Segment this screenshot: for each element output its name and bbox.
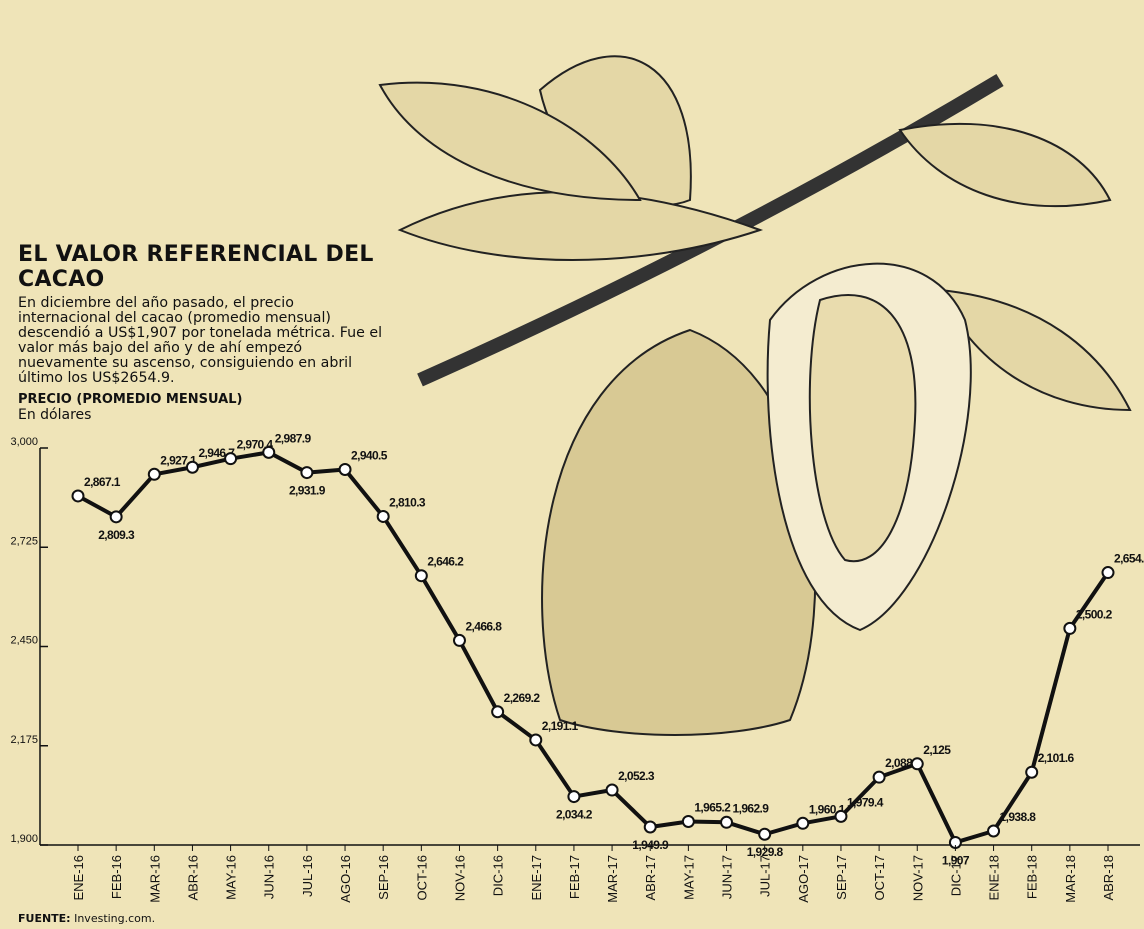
value-label: 2,191.1 xyxy=(542,719,579,733)
data-point xyxy=(149,469,160,480)
x-tick-label: DIC-17 xyxy=(948,855,963,896)
x-tick-label: JUL-16 xyxy=(300,855,315,897)
x-tick-label: NOV-17 xyxy=(910,855,925,901)
value-label: 2,810.3 xyxy=(389,495,426,509)
x-tick-label: ENE-18 xyxy=(987,855,1002,901)
value-label: 2,125 xyxy=(923,743,951,757)
x-tick-label: MAY-17 xyxy=(681,855,696,900)
data-point xyxy=(912,758,923,769)
data-point xyxy=(263,447,274,458)
data-point xyxy=(797,818,808,829)
value-label: 1,965.2 xyxy=(694,800,731,814)
value-label: 2,500.2 xyxy=(1076,607,1113,621)
x-tick-label: AGO-16 xyxy=(338,855,353,903)
y-tick-label: 2,725 xyxy=(10,535,38,547)
data-point xyxy=(416,570,427,581)
x-tick-label: DIC-16 xyxy=(491,855,506,896)
data-point xyxy=(1064,623,1075,634)
data-point xyxy=(1103,567,1114,578)
unit-label: En dólares xyxy=(18,407,91,423)
data-point xyxy=(759,829,770,840)
y-tick-label: 1,900 xyxy=(10,833,38,845)
chart-title: EL VALOR REFERENCIAL DEL CACAO xyxy=(18,242,378,292)
data-point xyxy=(835,811,846,822)
x-tick-label: SEP-16 xyxy=(376,855,391,900)
data-point xyxy=(530,734,541,745)
data-point xyxy=(187,462,198,473)
x-tick-label: MAR-17 xyxy=(605,855,620,903)
x-tick-label: MAR-18 xyxy=(1063,855,1078,903)
x-tick-label: OCT-17 xyxy=(872,855,887,901)
data-point xyxy=(492,706,503,717)
x-tick-label: MAY-16 xyxy=(224,855,239,900)
x-tick-label: ABR-17 xyxy=(643,855,658,901)
y-tick-label: 2,450 xyxy=(10,635,38,647)
value-label: 2,867.1 xyxy=(84,475,121,489)
x-tick-label: SEP-17 xyxy=(834,855,849,900)
y-tick-label: 3,000 xyxy=(10,436,38,448)
x-tick-label: ENE-16 xyxy=(71,855,86,901)
x-tick-label: FEB-16 xyxy=(109,855,124,899)
value-label: 1,938.8 xyxy=(1000,810,1037,824)
value-label: 1,962.9 xyxy=(733,801,770,815)
data-point xyxy=(988,825,999,836)
y-tick-label: 2,175 xyxy=(10,734,38,746)
value-label: 2,034.2 xyxy=(556,808,593,822)
description: En diciembre del año pasado, el precio i… xyxy=(18,296,388,386)
data-point xyxy=(874,772,885,783)
value-label: 2,088 xyxy=(885,756,913,770)
value-label: 2,101.6 xyxy=(1038,751,1075,765)
value-label: 2,940.5 xyxy=(351,448,388,462)
chart: 1,900 2,175 2,450 2,725 3,000 2,867.1 2,809.3 2… xyxy=(0,0,1144,929)
y-axis-title: PRECIO (PROMEDIO MENSUAL) xyxy=(18,392,242,407)
data-point xyxy=(607,785,618,796)
value-label: 2,654.9 xyxy=(1114,552,1144,566)
source-text: Investing.com. xyxy=(74,912,155,925)
source: FUENTE: Investing.com. xyxy=(18,912,155,925)
value-label: 2,269.2 xyxy=(504,691,541,705)
data-point xyxy=(73,490,84,501)
value-label: 2,052.3 xyxy=(618,769,655,783)
x-tick-label: ABR-18 xyxy=(1101,855,1116,901)
value-label: 2,646.2 xyxy=(427,555,464,569)
data-point xyxy=(683,816,694,827)
x-tick-label: ABR-16 xyxy=(185,855,200,901)
data-point xyxy=(645,821,656,832)
data-point xyxy=(454,635,465,646)
data-point xyxy=(111,511,122,522)
value-label: 2,931.9 xyxy=(289,484,326,498)
data-point xyxy=(568,791,579,802)
page: 1,900 2,175 2,450 2,725 3,000 2,867.1 2,809.3 2… xyxy=(0,0,1144,929)
x-tick-label: OCT-16 xyxy=(414,855,429,901)
x-tick-label: MAR-16 xyxy=(147,855,162,903)
value-label: 2,809.3 xyxy=(98,528,135,542)
x-tick-label: AGO-17 xyxy=(796,855,811,903)
value-label: 2,987.9 xyxy=(275,431,312,445)
x-tick-label: ENE-17 xyxy=(529,855,544,901)
x-tick-label: JUN-17 xyxy=(720,855,735,899)
x-tick-label: JUN-16 xyxy=(262,855,277,899)
data-point xyxy=(721,817,732,828)
x-tick-label: JUL-17 xyxy=(758,855,773,897)
x-tick-label: FEB-18 xyxy=(1025,855,1040,899)
data-point xyxy=(1026,767,1037,778)
value-label: 1,979.4 xyxy=(847,795,884,809)
data-point xyxy=(340,464,351,475)
x-tick-label: NOV-16 xyxy=(452,855,467,901)
data-point xyxy=(378,511,389,522)
data-point xyxy=(225,453,236,464)
value-label: 2,466.8 xyxy=(465,619,502,633)
data-point xyxy=(301,467,312,478)
x-tick-label: FEB-17 xyxy=(567,855,582,899)
source-label: FUENTE: xyxy=(18,912,71,925)
